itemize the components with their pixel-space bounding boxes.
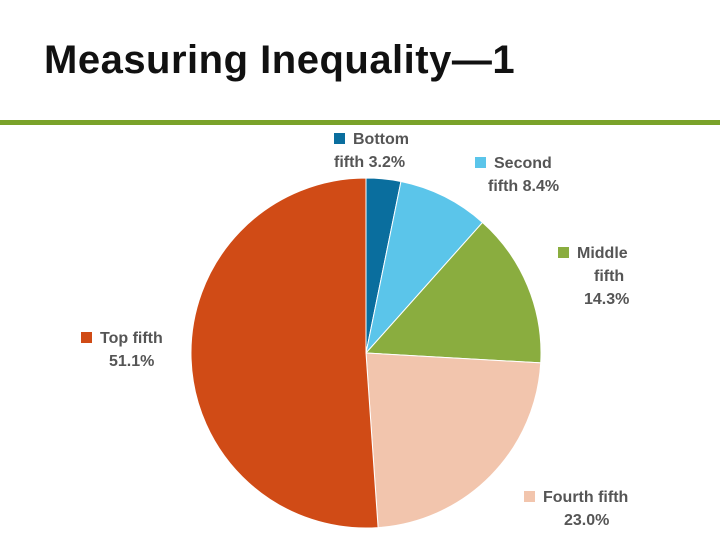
label-fourth-fifth-pct: 23.0% bbox=[564, 512, 610, 529]
label-middle-fifth-line1: Middle bbox=[577, 245, 628, 262]
label-top-fifth: Top fifth 51.1% bbox=[81, 327, 163, 373]
swatch-middle-fifth bbox=[558, 247, 569, 258]
label-bottom-fifth-line1: Bottom bbox=[353, 131, 409, 148]
label-second-fifth-line2: fifth bbox=[488, 178, 519, 195]
swatch-second-fifth bbox=[475, 157, 486, 168]
pie-slice-fourth-fifth bbox=[365, 352, 542, 529]
pie-slice-second-fifth bbox=[365, 180, 484, 355]
swatch-fourth-fifth bbox=[524, 491, 535, 502]
title-divider bbox=[0, 120, 720, 125]
label-middle-fifth: Middle fifth 14.3% bbox=[558, 242, 629, 311]
label-fourth-fifth-line1: Fourth fifth bbox=[543, 489, 629, 506]
label-bottom-fifth: Bottom fifth 3.2% bbox=[334, 128, 409, 174]
label-second-fifth: Second fifth 8.4% bbox=[475, 152, 559, 198]
label-second-fifth-line1: Second bbox=[494, 155, 552, 172]
pie-slice-middle-fifth bbox=[364, 221, 542, 364]
label-fourth-fifth: Fourth fifth 23.0% bbox=[524, 486, 628, 532]
label-bottom-fifth-pct: 3.2% bbox=[368, 154, 406, 171]
swatch-top-fifth bbox=[81, 332, 92, 343]
label-top-fifth-pct: 51.1% bbox=[109, 353, 155, 370]
label-middle-fifth-pct: 14.3% bbox=[584, 291, 630, 308]
label-bottom-fifth-line2: fifth bbox=[334, 154, 365, 171]
label-second-fifth-pct: 8.4% bbox=[522, 178, 560, 195]
slide-title: Measuring Inequality—1 bbox=[44, 38, 516, 82]
label-middle-fifth-line2: fifth bbox=[594, 268, 625, 285]
pie-slice-top-fifth bbox=[190, 177, 379, 529]
swatch-bottom-fifth bbox=[334, 133, 345, 144]
label-top-fifth-line1: Top fifth bbox=[100, 330, 163, 347]
